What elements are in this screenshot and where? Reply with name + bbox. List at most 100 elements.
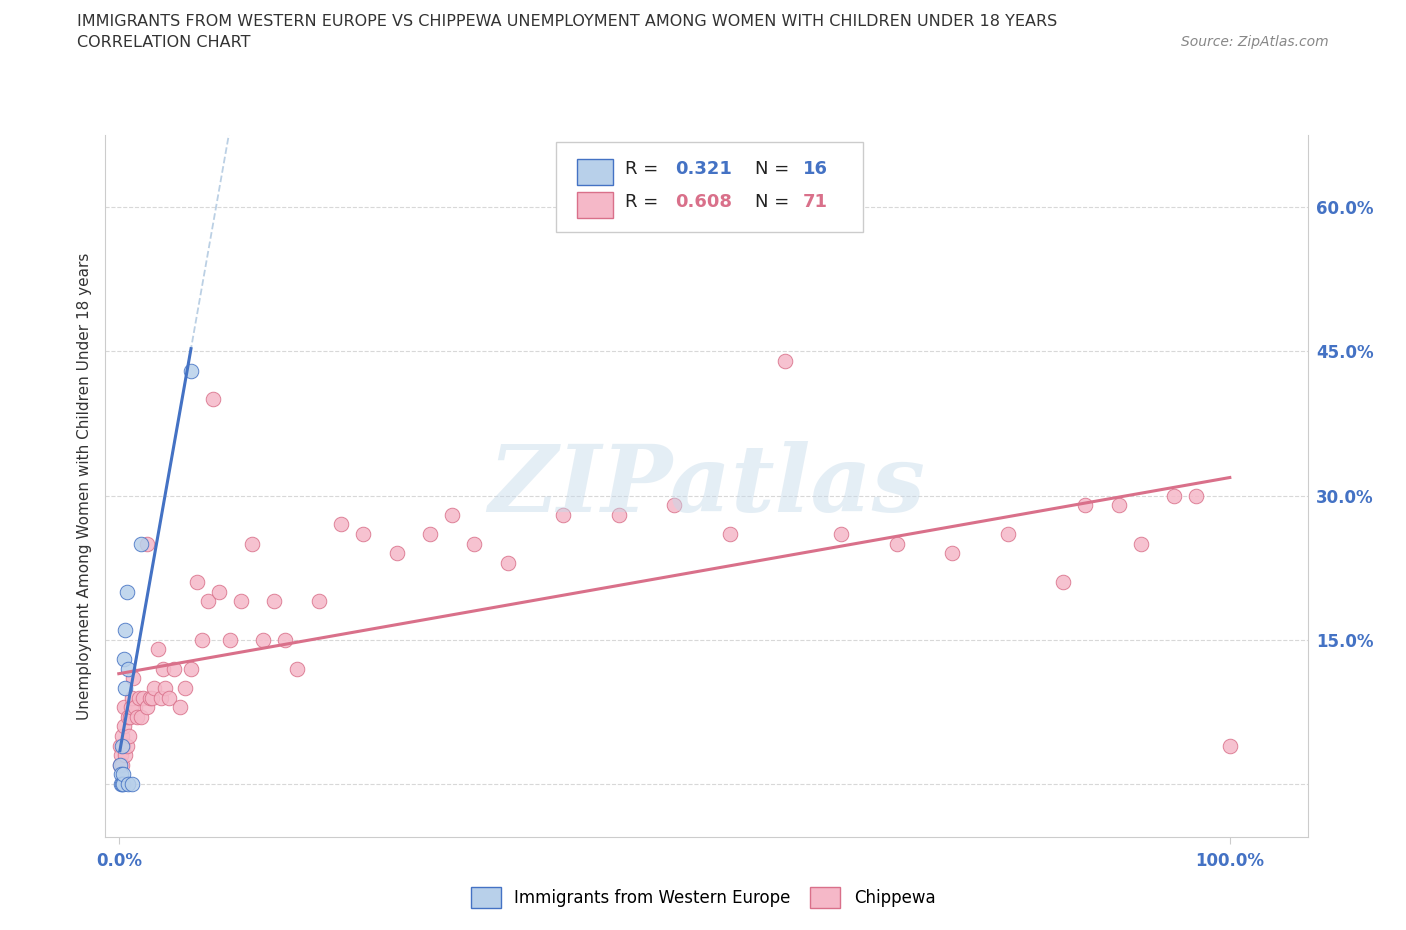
Point [122, 671, 145, 685]
Point [496, 555, 519, 570]
Text: N =: N = [755, 193, 789, 211]
Text: CORRELATION CHART: CORRELATION CHART [77, 35, 250, 50]
Point [419, 526, 441, 541]
Point [997, 526, 1019, 541]
Point [110, 777, 132, 791]
Point [135, 537, 157, 551]
Point [118, 710, 141, 724]
Point [1219, 738, 1241, 753]
Point [132, 690, 155, 705]
Point [285, 661, 308, 676]
Point [117, 777, 139, 791]
Point [163, 661, 186, 676]
Point [112, 652, 135, 667]
Point [150, 690, 173, 705]
Point [219, 632, 242, 647]
Point [1129, 537, 1152, 551]
Point [110, 767, 132, 782]
Text: 16: 16 [803, 160, 828, 179]
Point [941, 546, 963, 561]
Point [129, 710, 152, 724]
Point [197, 594, 219, 609]
Point [112, 777, 135, 791]
Point [174, 681, 197, 696]
Point [139, 690, 162, 705]
Point [180, 661, 202, 676]
Point [886, 537, 908, 551]
Point [112, 767, 135, 782]
Point [263, 594, 285, 609]
FancyBboxPatch shape [576, 159, 613, 185]
FancyBboxPatch shape [576, 192, 613, 219]
Point [155, 681, 177, 696]
Point [117, 710, 139, 724]
Text: R =: R = [624, 193, 658, 211]
Point [830, 526, 852, 541]
Point [252, 632, 274, 647]
Point [229, 594, 252, 609]
Point [110, 748, 132, 763]
Text: 0.608: 0.608 [675, 193, 733, 211]
Text: R =: R = [624, 160, 658, 179]
Point [1108, 498, 1130, 512]
Point [385, 546, 408, 561]
Point [115, 584, 138, 599]
Point [775, 353, 797, 368]
Point [152, 661, 174, 676]
Point [141, 690, 163, 705]
Point [115, 738, 138, 753]
Point [111, 757, 134, 772]
Point [120, 699, 142, 714]
Point [121, 690, 143, 705]
Point [117, 661, 139, 676]
Point [143, 681, 166, 696]
Text: 71: 71 [803, 193, 828, 211]
FancyBboxPatch shape [557, 142, 863, 232]
Text: ZIPatlas: ZIPatlas [488, 441, 925, 531]
Point [114, 623, 136, 638]
Legend: Immigrants from Western Europe, Chippewa: Immigrants from Western Europe, Chippewa [464, 881, 942, 914]
Point [114, 681, 136, 696]
Point [128, 690, 150, 705]
Point [274, 632, 297, 647]
Point [108, 757, 131, 772]
Point [111, 738, 134, 753]
Point [125, 710, 148, 724]
Point [169, 699, 191, 714]
Point [111, 728, 134, 743]
Point [157, 690, 180, 705]
Point [135, 699, 157, 714]
Point [112, 719, 135, 734]
Point [553, 508, 575, 523]
Point [330, 517, 353, 532]
Text: N =: N = [755, 160, 789, 179]
Point [112, 699, 135, 714]
Point [121, 777, 143, 791]
Point [112, 738, 135, 753]
Y-axis label: Unemployment Among Women with Children Under 18 years: Unemployment Among Women with Children U… [77, 252, 93, 720]
Point [191, 632, 214, 647]
Point [352, 526, 374, 541]
Text: Source: ZipAtlas.com: Source: ZipAtlas.com [1181, 35, 1329, 49]
Point [146, 642, 169, 657]
Point [186, 575, 208, 590]
Point [202, 392, 225, 406]
Point [607, 508, 630, 523]
Point [114, 748, 136, 763]
Point [441, 508, 464, 523]
Point [1163, 488, 1185, 503]
Point [1074, 498, 1097, 512]
Point [240, 537, 263, 551]
Text: 0.321: 0.321 [675, 160, 733, 179]
Point [208, 584, 231, 599]
Point [108, 738, 131, 753]
Point [718, 526, 741, 541]
Point [308, 594, 330, 609]
Text: IMMIGRANTS FROM WESTERN EUROPE VS CHIPPEWA UNEMPLOYMENT AMONG WOMEN WITH CHILDRE: IMMIGRANTS FROM WESTERN EUROPE VS CHIPPE… [77, 14, 1057, 29]
Point [118, 728, 141, 743]
Point [124, 699, 146, 714]
Point [108, 757, 131, 772]
Point [1052, 575, 1074, 590]
Point [129, 537, 152, 551]
Point [180, 363, 202, 378]
